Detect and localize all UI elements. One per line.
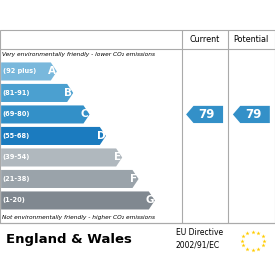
Text: B: B: [64, 88, 72, 98]
Polygon shape: [1, 62, 57, 80]
Polygon shape: [1, 84, 73, 102]
Text: (1-20): (1-20): [3, 197, 26, 204]
Text: F: F: [130, 174, 137, 184]
Text: EU Directive
2002/91/EC: EU Directive 2002/91/EC: [176, 228, 223, 249]
Text: Environmental Impact (CO₂) Rating: Environmental Impact (CO₂) Rating: [21, 9, 254, 22]
Polygon shape: [1, 191, 155, 209]
Text: C: C: [81, 109, 88, 119]
Text: 79: 79: [245, 108, 262, 121]
Polygon shape: [186, 106, 223, 123]
Text: Potential: Potential: [234, 35, 269, 44]
Polygon shape: [1, 148, 122, 166]
Text: (39-54): (39-54): [3, 155, 30, 160]
Polygon shape: [1, 170, 139, 188]
Text: A: A: [48, 67, 56, 76]
Text: Very environmentally friendly - lower CO₂ emissions: Very environmentally friendly - lower CO…: [2, 52, 155, 57]
Text: E: E: [114, 152, 121, 163]
Text: G: G: [146, 196, 154, 205]
Text: (55-68): (55-68): [3, 133, 30, 139]
Text: (21-38): (21-38): [3, 176, 30, 182]
Text: (81-91): (81-91): [3, 90, 30, 96]
Polygon shape: [1, 106, 90, 124]
Polygon shape: [233, 106, 270, 123]
Text: Not environmentally friendly - higher CO₂ emissions: Not environmentally friendly - higher CO…: [2, 215, 155, 220]
Text: (92 plus): (92 plus): [3, 68, 36, 75]
Polygon shape: [1, 127, 106, 145]
Text: D: D: [97, 131, 105, 141]
Text: 79: 79: [199, 108, 215, 121]
Text: England & Wales: England & Wales: [6, 233, 131, 246]
Text: Current: Current: [189, 35, 220, 44]
Text: (69-80): (69-80): [3, 111, 30, 117]
